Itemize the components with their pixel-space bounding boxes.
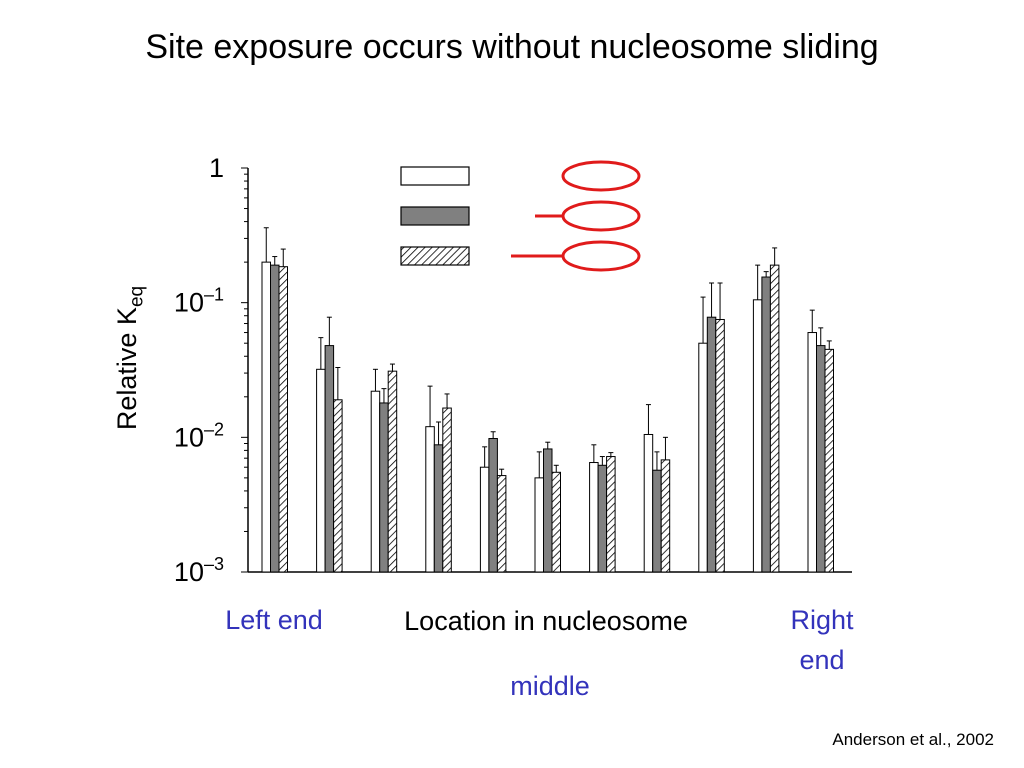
bar-group-8 — [643, 404, 671, 573]
slide-title: Site exposure occurs without nucleosome … — [145, 28, 879, 66]
bar-white — [589, 462, 599, 573]
bar-hatched — [715, 318, 725, 573]
bar-white — [370, 390, 381, 573]
y-tick-label: 1 — [209, 153, 224, 183]
bar-gray — [761, 276, 771, 573]
legend-swatch-hatched — [400, 246, 470, 266]
bar-gray — [706, 316, 717, 573]
y-axis-label-sub: eq — [126, 285, 148, 308]
bar-white — [479, 466, 490, 573]
bar-hatched — [606, 456, 616, 573]
bar-hatched — [333, 399, 343, 573]
x-axis-label: Location in nucleosome — [404, 606, 688, 636]
bar-group-10 — [752, 247, 780, 573]
middle-label: middle — [510, 671, 590, 701]
y-ticks — [241, 167, 248, 573]
bar-hatched — [278, 266, 288, 573]
bar-groups — [261, 227, 834, 573]
bar-white — [316, 368, 326, 573]
y-axis-label-main: Relative K — [112, 307, 142, 431]
bar-white — [643, 433, 654, 573]
bar-gray — [324, 345, 335, 573]
legend-swatch-white — [400, 166, 470, 186]
bar-gray — [597, 464, 608, 573]
bar-white — [425, 426, 435, 573]
bar-white — [698, 342, 708, 573]
bar-gray — [543, 448, 553, 573]
bar-group-1 — [261, 227, 288, 573]
bar-group-3 — [370, 363, 398, 573]
bar-group-11 — [807, 309, 834, 573]
legend-nucleosome-marker — [561, 200, 641, 232]
y-tick-label: 10–3 — [174, 554, 224, 587]
legend-nucleosome-marker — [561, 160, 641, 192]
bar-hatched — [551, 471, 561, 573]
bar-white — [807, 332, 817, 573]
bar-group-5 — [479, 431, 507, 573]
bar-hatched — [496, 475, 507, 573]
bar-group-2 — [316, 316, 343, 573]
bar-white — [261, 261, 271, 573]
bar-white — [752, 299, 763, 573]
y-axis-label: Relative Keq — [112, 198, 148, 518]
bar-gray — [270, 264, 280, 573]
bar-hatched — [660, 459, 671, 573]
y-tick-labels: 1 10–1 10–2 10–3 — [174, 153, 224, 587]
bar-group-4 — [425, 385, 452, 573]
bar-group-7 — [589, 444, 616, 573]
bar-gray — [379, 402, 389, 573]
bar-gray — [816, 345, 826, 573]
y-tick-label: 10–1 — [174, 285, 224, 318]
y-tick-label: 10–2 — [174, 419, 224, 452]
bar-white — [534, 477, 544, 573]
bar-hatched — [769, 264, 780, 573]
right-end-label: Right end — [790, 605, 854, 675]
bar-group-6 — [534, 441, 561, 573]
legend-swatch-gray — [400, 206, 470, 226]
bar-gray — [652, 469, 662, 573]
bar-hatched — [387, 370, 398, 573]
left-end-label: Left end — [225, 605, 323, 635]
legend-nucleosome-marker — [561, 240, 641, 272]
bar-gray — [433, 444, 444, 573]
legend — [400, 160, 641, 272]
bar-hatched — [824, 348, 834, 573]
citation: Anderson et al., 2002 — [832, 730, 994, 749]
bar-group-9 — [698, 282, 725, 573]
bar-gray — [488, 438, 498, 573]
bar-hatched — [442, 407, 452, 573]
